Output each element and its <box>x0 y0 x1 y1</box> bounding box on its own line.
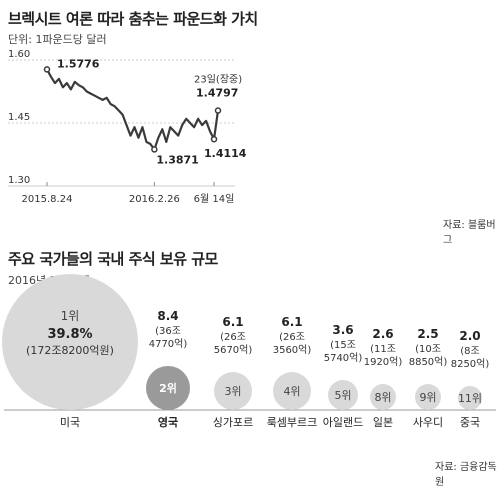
rank-label: 3위 <box>224 385 241 398</box>
annotation-point <box>210 135 218 143</box>
rank-label: 5위 <box>334 389 351 402</box>
x-tick-label: 6월 14일 <box>194 193 235 205</box>
rank-label: 11위 <box>458 392 482 405</box>
y-tick-label: 1.45 <box>8 112 30 123</box>
rank-label: 8위 <box>374 391 391 404</box>
chart1-source: 자료: 블룸버그 <box>443 220 496 246</box>
amount-label-2: 1920억) <box>364 356 403 368</box>
bubble-3 <box>273 372 311 410</box>
annotation-label: 1.5776 <box>57 57 100 70</box>
amount-label-2: 8850억) <box>409 356 448 368</box>
amount-label-1: (11조 <box>370 344 396 355</box>
chart1-unit: 단위: 1파운드당 달러 <box>8 33 107 46</box>
country-label: 룩셈부르크 <box>267 416 318 429</box>
pound-dollar-line <box>46 68 220 151</box>
country-label: 중국 <box>460 416 480 429</box>
y-tick-label: 1.60 <box>8 49 30 60</box>
bubble-1 <box>146 366 190 410</box>
country-label: 영국 <box>158 416 178 429</box>
amount-label: (172조8200억원) <box>26 344 114 357</box>
rank-label: 9위 <box>419 391 436 404</box>
annotation-point <box>214 107 222 114</box>
charts-canvas: 1.60 1.45 1.30 2015.8.24 2016.2.26 6월 14일 1.57… <box>2 49 496 429</box>
bubble-7 <box>458 386 482 410</box>
country-label: 일본 <box>373 415 393 429</box>
amount-label-1: (10조 <box>415 344 441 355</box>
bubble-2 <box>214 372 252 410</box>
amount-label-2: 5740억) <box>324 352 363 364</box>
country-label: 미국 <box>60 416 80 429</box>
amount-label-1: (26조 <box>279 332 305 343</box>
chart2-title: 주요 국가들의 국내 주식 보유 규모 <box>8 250 218 268</box>
pct-label: 2.0 <box>459 329 480 343</box>
pct-label: 2.6 <box>372 327 393 341</box>
amount-label-1: (15조 <box>330 340 356 351</box>
amount-label-2: 4770억) <box>149 338 188 350</box>
rank-label: 1위 <box>61 309 80 323</box>
annotation-label: 1.4114 <box>204 147 247 160</box>
bubble-0 <box>2 274 138 410</box>
annotation-label: 1.3871 <box>156 153 198 166</box>
rank-label: 2위 <box>159 382 177 395</box>
rank-label: 4위 <box>283 385 300 398</box>
country-label: 사우디 <box>413 416 443 429</box>
pct-label: 6.1 <box>281 315 302 329</box>
country-label: 싱가포르 <box>213 416 253 429</box>
pct-label: 39.8% <box>47 327 92 342</box>
pct-label: 8.4 <box>157 309 178 323</box>
bubble-5 <box>370 384 396 410</box>
pct-label: 2.5 <box>417 327 438 341</box>
amount-label-2: 3560억) <box>273 344 312 356</box>
annotation-label: 1.4797 <box>196 87 238 100</box>
amount-label-2: 8250억) <box>451 358 490 370</box>
amount-label-1: (8조 <box>460 346 479 357</box>
chart1-title: 브렉시트 여론 따라 춤추는 파운드화 가치 <box>8 10 258 28</box>
annotation-point <box>151 146 158 153</box>
pct-label: 6.1 <box>222 315 243 329</box>
x-tick-label: 2016.2.26 <box>129 194 180 205</box>
annotation-note: 23일(장중) <box>194 74 242 86</box>
country-label: 아일랜드 <box>323 415 363 429</box>
bubble-6 <box>415 384 441 410</box>
pct-label: 3.6 <box>332 323 353 337</box>
x-tick-label: 2015.8.24 <box>22 194 73 205</box>
annotation-point <box>43 66 51 73</box>
y-tick-label: 1.30 <box>8 175 30 186</box>
amount-label-2: 5670억) <box>214 344 253 356</box>
bubble-4 <box>328 380 358 410</box>
amount-label-1: (36조 <box>155 326 181 337</box>
amount-label-1: (26조 <box>220 332 246 343</box>
